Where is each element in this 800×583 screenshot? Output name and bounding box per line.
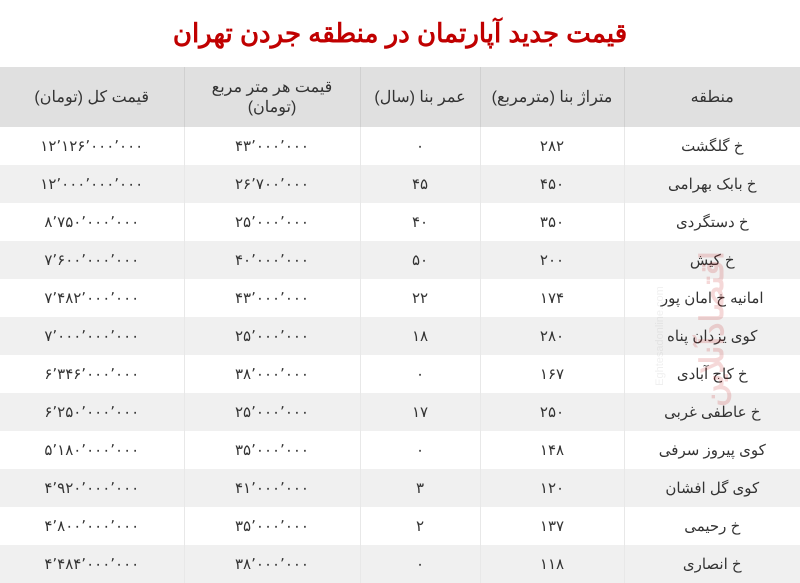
col-header-age: عمر بنا (سال) <box>360 67 480 127</box>
cell-price-sqm: ۲۵٬۰۰۰٬۰۰۰ <box>184 203 360 241</box>
cell-region: خ رحیمی <box>624 507 800 545</box>
cell-region: خ بابک بهرامی <box>624 165 800 203</box>
cell-total: ۴٬۴۸۴٬۰۰۰٬۰۰۰ <box>0 545 184 583</box>
cell-total: ۶٬۲۵۰٬۰۰۰٬۰۰۰ <box>0 393 184 431</box>
col-header-region: منطقه <box>624 67 800 127</box>
cell-area: ۱۷۴ <box>480 279 624 317</box>
table-row: خ دستگردی ۳۵۰ ۴۰ ۲۵٬۰۰۰٬۰۰۰ ۸٬۷۵۰٬۰۰۰٬۰۰… <box>0 203 800 241</box>
table-row: خ کیش ۲۰۰ ۵۰ ۴۰٬۰۰۰٬۰۰۰ ۷٬۶۰۰٬۰۰۰٬۰۰۰ <box>0 241 800 279</box>
table-row: امانیه خ امان پور ۱۷۴ ۲۲ ۴۳٬۰۰۰٬۰۰۰ ۷٬۴۸… <box>0 279 800 317</box>
cell-area: ۳۵۰ <box>480 203 624 241</box>
cell-total: ۷٬۴۸۲٬۰۰۰٬۰۰۰ <box>0 279 184 317</box>
cell-total: ۶٬۳۴۶٬۰۰۰٬۰۰۰ <box>0 355 184 393</box>
table-container: قیمت جدید آپارتمان در منطقه جردن تهران م… <box>0 0 800 571</box>
cell-age: ۲۲ <box>360 279 480 317</box>
cell-age: ۱۸ <box>360 317 480 355</box>
table-row: کوی پیروز سرفی ۱۴۸ ۰ ۳۵٬۰۰۰٬۰۰۰ ۵٬۱۸۰٬۰۰… <box>0 431 800 469</box>
table-body: خ گلگشت ۲۸۲ ۰ ۴۳٬۰۰۰٬۰۰۰ ۱۲٬۱۲۶٬۰۰۰٬۰۰۰ … <box>0 127 800 583</box>
cell-price-sqm: ۴۳٬۰۰۰٬۰۰۰ <box>184 127 360 165</box>
cell-total: ۱۲٬۱۲۶٬۰۰۰٬۰۰۰ <box>0 127 184 165</box>
cell-age: ۵۰ <box>360 241 480 279</box>
cell-age: ۰ <box>360 355 480 393</box>
table-row: خ گلگشت ۲۸۲ ۰ ۴۳٬۰۰۰٬۰۰۰ ۱۲٬۱۲۶٬۰۰۰٬۰۰۰ <box>0 127 800 165</box>
cell-region: خ انصاری <box>624 545 800 583</box>
cell-area: ۲۰۰ <box>480 241 624 279</box>
cell-age: ۱۷ <box>360 393 480 431</box>
cell-age: ۰ <box>360 127 480 165</box>
cell-total: ۴٬۸۰۰٬۰۰۰٬۰۰۰ <box>0 507 184 545</box>
cell-age: ۴۵ <box>360 165 480 203</box>
table-row: کوی یزدان پناه ۲۸۰ ۱۸ ۲۵٬۰۰۰٬۰۰۰ ۷٬۰۰۰٬۰… <box>0 317 800 355</box>
cell-region: خ عاطفی غربی <box>624 393 800 431</box>
cell-age: ۲ <box>360 507 480 545</box>
table-row: خ رحیمی ۱۳۷ ۲ ۳۵٬۰۰۰٬۰۰۰ ۴٬۸۰۰٬۰۰۰٬۰۰۰ <box>0 507 800 545</box>
cell-price-sqm: ۲۵٬۰۰۰٬۰۰۰ <box>184 317 360 355</box>
title-bar: قیمت جدید آپارتمان در منطقه جردن تهران <box>0 0 800 67</box>
table-row: خ بابک بهرامی ۴۵۰ ۴۵ ۲۶٬۷۰۰٬۰۰۰ ۱۲٬۰۰۰٬۰… <box>0 165 800 203</box>
cell-price-sqm: ۴۰٬۰۰۰٬۰۰۰ <box>184 241 360 279</box>
cell-region: کوی گل افشان <box>624 469 800 507</box>
cell-age: ۰ <box>360 431 480 469</box>
table-row: خ عاطفی غربی ۲۵۰ ۱۷ ۲۵٬۰۰۰٬۰۰۰ ۶٬۲۵۰٬۰۰۰… <box>0 393 800 431</box>
cell-total: ۴٬۹۲۰٬۰۰۰٬۰۰۰ <box>0 469 184 507</box>
cell-total: ۱۲٬۰۰۰٬۰۰۰٬۰۰۰ <box>0 165 184 203</box>
table-row: خ انصاری ۱۱۸ ۰ ۳۸٬۰۰۰٬۰۰۰ ۴٬۴۸۴٬۰۰۰٬۰۰۰ <box>0 545 800 583</box>
cell-area: ۱۶۷ <box>480 355 624 393</box>
table-row: کوی گل افشان ۱۲۰ ۳ ۴۱٬۰۰۰٬۰۰۰ ۴٬۹۲۰٬۰۰۰٬… <box>0 469 800 507</box>
cell-area: ۱۱۸ <box>480 545 624 583</box>
cell-region: خ کیش <box>624 241 800 279</box>
header-row: منطقه متراژ بنا (مترمربع) عمر بنا (سال) … <box>0 67 800 127</box>
cell-age: ۴۰ <box>360 203 480 241</box>
cell-price-sqm: ۴۱٬۰۰۰٬۰۰۰ <box>184 469 360 507</box>
cell-area: ۱۴۸ <box>480 431 624 469</box>
cell-area: ۴۵۰ <box>480 165 624 203</box>
cell-price-sqm: ۳۵٬۰۰۰٬۰۰۰ <box>184 431 360 469</box>
cell-area: ۲۵۰ <box>480 393 624 431</box>
cell-area: ۲۸۰ <box>480 317 624 355</box>
cell-price-sqm: ۳۵٬۰۰۰٬۰۰۰ <box>184 507 360 545</box>
cell-region: کوی پیروز سرفی <box>624 431 800 469</box>
col-header-total: قیمت کل (تومان) <box>0 67 184 127</box>
cell-age: ۳ <box>360 469 480 507</box>
table-row: خ کاج آبادی ۱۶۷ ۰ ۳۸٬۰۰۰٬۰۰۰ ۶٬۳۴۶٬۰۰۰٬۰… <box>0 355 800 393</box>
cell-total: ۵٬۱۸۰٬۰۰۰٬۰۰۰ <box>0 431 184 469</box>
cell-region: خ گلگشت <box>624 127 800 165</box>
cell-price-sqm: ۴۳٬۰۰۰٬۰۰۰ <box>184 279 360 317</box>
cell-price-sqm: ۲۶٬۷۰۰٬۰۰۰ <box>184 165 360 203</box>
cell-total: ۷٬۰۰۰٬۰۰۰٬۰۰۰ <box>0 317 184 355</box>
cell-total: ۸٬۷۵۰٬۰۰۰٬۰۰۰ <box>0 203 184 241</box>
cell-region: امانیه خ امان پور <box>624 279 800 317</box>
cell-area: ۱۳۷ <box>480 507 624 545</box>
cell-total: ۷٬۶۰۰٬۰۰۰٬۰۰۰ <box>0 241 184 279</box>
cell-area: ۱۲۰ <box>480 469 624 507</box>
cell-price-sqm: ۲۵٬۰۰۰٬۰۰۰ <box>184 393 360 431</box>
col-header-price-sqm: قیمت هر متر مربع (تومان) <box>184 67 360 127</box>
cell-price-sqm: ۳۸٬۰۰۰٬۰۰۰ <box>184 545 360 583</box>
cell-price-sqm: ۳۸٬۰۰۰٬۰۰۰ <box>184 355 360 393</box>
cell-region: خ دستگردی <box>624 203 800 241</box>
cell-area: ۲۸۲ <box>480 127 624 165</box>
col-header-area: متراژ بنا (مترمربع) <box>480 67 624 127</box>
cell-region: خ کاج آبادی <box>624 355 800 393</box>
cell-region: کوی یزدان پناه <box>624 317 800 355</box>
cell-age: ۰ <box>360 545 480 583</box>
page-title: قیمت جدید آپارتمان در منطقه جردن تهران <box>0 18 800 49</box>
price-table: منطقه متراژ بنا (مترمربع) عمر بنا (سال) … <box>0 67 800 583</box>
